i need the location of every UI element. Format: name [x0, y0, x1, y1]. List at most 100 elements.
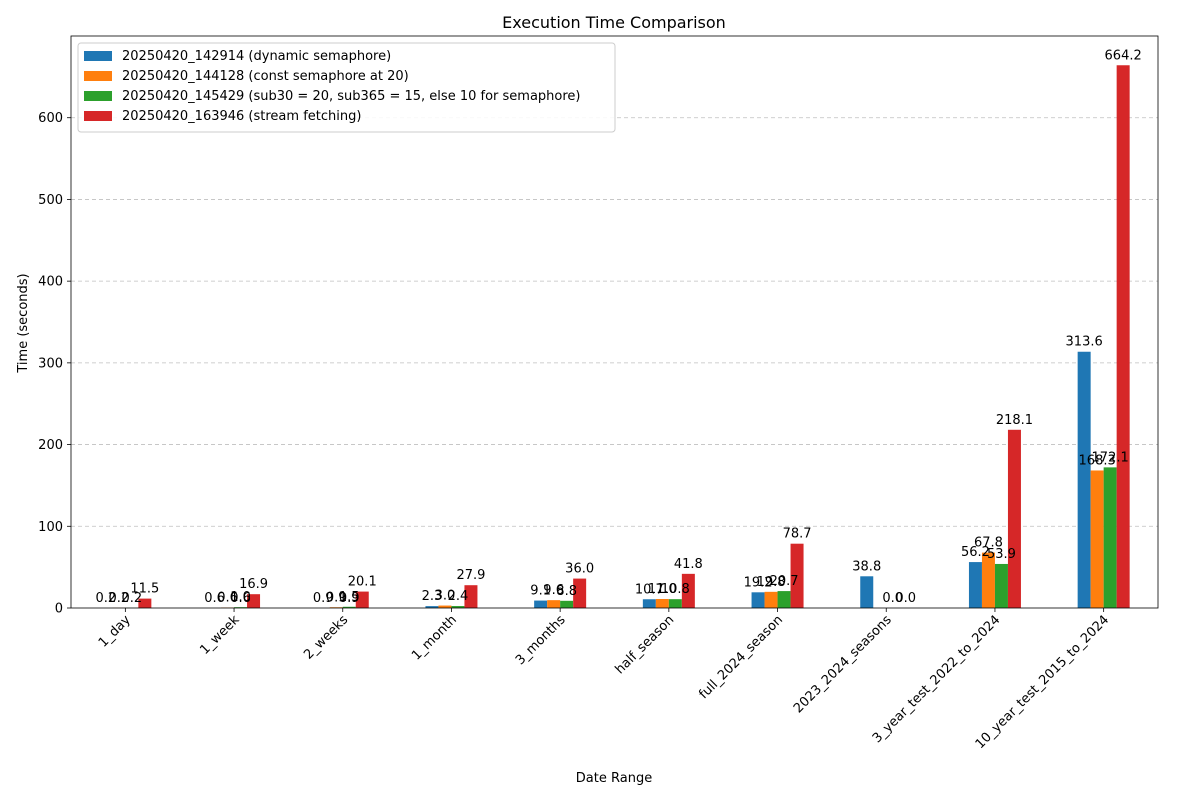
data-label: 78.7: [783, 527, 812, 542]
bar: [981, 552, 995, 608]
bar: [790, 543, 804, 608]
legend-entry: 20250420_144128 (const semaphore at 20): [122, 69, 409, 84]
legend-entry: 20250420_163946 (stream fetching): [122, 109, 361, 124]
data-label: 0.6: [230, 591, 251, 606]
bar: [138, 598, 152, 608]
data-label: 10.8: [661, 582, 690, 597]
y-tick-label: 300: [38, 356, 63, 371]
data-label: 0.9: [339, 591, 360, 606]
x-tick-label: 3_months: [513, 612, 569, 668]
bar: [547, 600, 561, 608]
x-tick-label: full_2024_season: [696, 613, 786, 703]
data-label: 172.1: [1092, 450, 1129, 465]
y-axis-label: Time (seconds): [16, 273, 31, 373]
legend-box: [77, 42, 616, 133]
bar: [751, 592, 765, 608]
bar: [355, 591, 369, 608]
data-label: 19.2: [744, 575, 773, 590]
data-label: 0.6: [217, 591, 238, 606]
bar: [534, 600, 548, 608]
data-label: 664.2: [1105, 48, 1142, 63]
data-label: 11.0: [648, 582, 677, 597]
bar: [994, 563, 1008, 608]
data-label: 67.8: [974, 536, 1003, 551]
data-label: 0.6: [204, 591, 225, 606]
legend-swatch: [84, 111, 112, 121]
bar: [642, 599, 656, 608]
legend-entry: 20250420_142914 (dynamic semaphore): [122, 49, 391, 64]
data-label: 0.0: [882, 591, 903, 606]
y-tick-label: 200: [38, 438, 63, 453]
plot-frame: [70, 35, 1159, 609]
bar: [681, 573, 695, 608]
data-label: 0.2: [122, 591, 143, 606]
bar: [1090, 470, 1104, 608]
legend-swatch: [84, 51, 112, 61]
x-tick-label: 1_week: [197, 612, 243, 658]
bar: [234, 607, 248, 608]
data-label: 19.8: [757, 575, 786, 590]
data-label: 11.5: [130, 582, 159, 597]
bars: [112, 65, 1130, 608]
data-label: 1.0: [230, 590, 251, 605]
x-tick-label: 3_year_test_2022_to_2024: [870, 613, 1004, 747]
x-tick-label: half_season: [613, 613, 678, 678]
data-label: 0.9: [326, 590, 347, 605]
bar: [777, 591, 791, 608]
bar: [247, 594, 261, 608]
data-label: 9.6: [543, 583, 564, 598]
x-tick-label: 2023_2024_seasons: [791, 612, 895, 716]
bar: [1103, 467, 1117, 608]
x-tick-label: 1_month: [409, 613, 460, 664]
bar: [668, 599, 682, 608]
data-label: 0.2: [96, 591, 117, 606]
data-label: 218.1: [996, 413, 1033, 428]
data-label: 20.7: [770, 574, 799, 589]
legend-swatch: [84, 71, 112, 81]
data-label: 53.9: [987, 547, 1016, 562]
y-tick-label: 0: [55, 602, 63, 617]
data-label: 10.7: [635, 582, 664, 597]
y-tick-label: 500: [38, 193, 63, 208]
data-label: 168.3: [1079, 453, 1116, 468]
x-axis-label: Date Range: [576, 771, 652, 786]
bar: [1007, 429, 1021, 608]
data-label: 1.5: [339, 590, 360, 605]
data-label: 2.3: [422, 589, 443, 604]
data-label: 56.2: [961, 545, 990, 560]
bar: [438, 605, 452, 608]
data-label: 9.1: [530, 584, 551, 599]
bar: [968, 562, 982, 608]
legend: 20250420_142914 (dynamic semaphore) 20250…: [77, 42, 616, 133]
x-tick-label: 1_day: [96, 612, 134, 650]
y-tick-label: 100: [38, 520, 63, 535]
y-tick-label: 600: [38, 111, 63, 126]
bar: [451, 606, 465, 608]
data-label: 16.9: [239, 577, 268, 592]
data-labels: 0.20.211.50.61.016.90.91.520.12.33.02.42…: [96, 48, 1142, 606]
data-label: 8.8: [556, 584, 577, 599]
bar: [764, 591, 778, 608]
data-label: 0.2: [109, 591, 130, 606]
legend-entry: 20250420_145429 (sub30 = 20, sub365 = 15…: [122, 89, 580, 104]
bar: [860, 576, 874, 608]
x-tick-label: 2_weeks: [301, 612, 351, 662]
data-label: 20.1: [348, 575, 377, 590]
bar: [655, 599, 669, 608]
legend-swatch: [84, 91, 112, 101]
bar: [560, 600, 574, 608]
x-tick-label: 10_year_test_2015_to_2024: [973, 613, 1112, 752]
data-label: 313.6: [1066, 335, 1103, 350]
bar: [573, 578, 587, 608]
data-label: 0.9: [313, 591, 334, 606]
bar: [425, 606, 439, 608]
bar: [342, 606, 356, 608]
bar: [1077, 351, 1091, 608]
data-label: 0.0: [895, 591, 916, 606]
data-label: 38.8: [852, 559, 881, 574]
data-label: 27.9: [456, 568, 485, 583]
chart-title: Execution Time Comparison: [502, 13, 726, 32]
axes: 0 100 200 300 400 500 600 1_day 1_week 2_weeks 1_m…: [38, 35, 1159, 752]
grid-lines: [71, 117, 1158, 527]
